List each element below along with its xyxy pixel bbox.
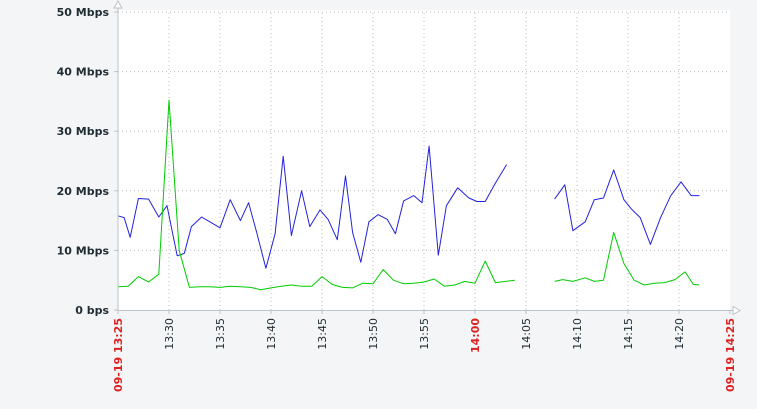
x-tick-label: 13:40 [265,318,278,350]
x-tick-label: 13:50 [367,318,380,350]
series-lines [117,99,700,291]
y-tick-label: 0 bps [75,304,109,317]
series-0-line-segment-0 [117,145,508,269]
x-axis-arrow-icon [732,305,742,316]
series-1-line-segment-0 [117,99,515,291]
axes [113,0,742,316]
series-1-line-segment-1 [554,232,700,286]
x-tick-label: 14:05 [520,318,533,350]
y-axis-ticks: 0 bps 10 Mbps 20 Mbps 30 Mbps 40 Mbps 50 Mbps [57,6,118,317]
x-tick-label: 14:00 [469,318,482,353]
x-tick-label: 09-19 14:25 [724,318,737,392]
y-tick-label: 40 Mbps [57,66,110,79]
plot-background [118,10,730,310]
x-tick-label: 13:35 [214,318,227,350]
series-0-line-segment-1 [554,169,700,245]
y-tick-label: 20 Mbps [57,185,110,198]
x-tick-label: 13:55 [418,318,431,350]
y-tick-label: 10 Mbps [57,244,110,257]
x-tick-label: 13:45 [316,318,329,350]
y-tick-label: 50 Mbps [57,6,110,19]
grid-lines [118,11,730,310]
x-axis-ticks: 09-19 13:25 13:30 13:35 13:40 13:45 13:50 13:5… [112,310,737,392]
x-tick-label: 14:10 [571,318,584,350]
y-tick-label: 30 Mbps [57,125,110,138]
x-tick-label: 14:20 [673,318,686,350]
x-tick-label: 13:30 [163,318,176,350]
x-tick-label: 14:15 [622,318,635,350]
y-axis-arrow-icon [113,0,123,9]
x-tick-label: 09-19 13:25 [112,318,125,392]
